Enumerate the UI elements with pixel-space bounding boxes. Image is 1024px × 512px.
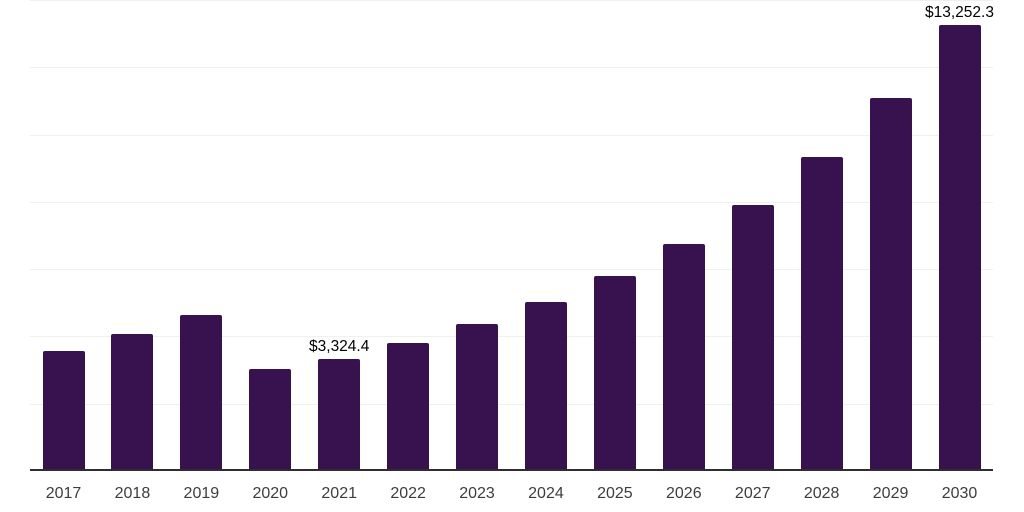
x-axis-label-2017: 2017 [45, 485, 82, 502]
x-axis-label-2026: 2026 [666, 485, 702, 502]
bar-2024 [525, 302, 567, 471]
x-axis-line [30, 469, 993, 471]
x-axis-label-2018: 2018 [114, 485, 151, 502]
bar-2027 [732, 205, 774, 471]
bar-2030 [939, 25, 981, 471]
bar-value-label-2030: $13,252.3 [925, 3, 994, 21]
bar-2029 [870, 98, 912, 471]
gridline [30, 67, 993, 68]
x-axis-label-2025: 2025 [597, 485, 633, 502]
bar-2021 [318, 359, 360, 471]
bar-2023 [456, 324, 498, 471]
x-axis-label-2021: 2021 [321, 485, 357, 502]
gridline [30, 135, 993, 136]
x-axis-label-2029: 2029 [872, 485, 909, 502]
gridline [30, 269, 993, 270]
x-axis-label-2022: 2022 [390, 485, 426, 502]
x-axis-label-2028: 2028 [803, 485, 840, 502]
bar-2022 [387, 343, 429, 471]
plot-area: $3,324.4 $13,252.3 [30, 0, 994, 473]
x-axis-label-2027: 2027 [734, 485, 771, 502]
bar-2020 [249, 369, 291, 471]
bar-value-label-2021: $3,324.4 [309, 337, 370, 355]
x-axis-label-2023: 2023 [459, 485, 495, 502]
bar-2019 [180, 315, 222, 471]
bar-2026 [663, 244, 705, 471]
bar-2028 [801, 157, 843, 471]
gridline [30, 202, 993, 203]
x-axis-label-2019: 2019 [183, 485, 220, 502]
x-axis-label-2024: 2024 [528, 485, 564, 502]
bar-2018 [111, 334, 153, 471]
x-axis-label-2030: 2030 [941, 485, 978, 502]
gridline [30, 336, 993, 337]
bar-2025 [594, 276, 636, 471]
bar-2017 [43, 351, 85, 471]
gridline [30, 404, 993, 405]
gridline [30, 0, 993, 1]
x-axis-label-2020: 2020 [252, 485, 289, 502]
